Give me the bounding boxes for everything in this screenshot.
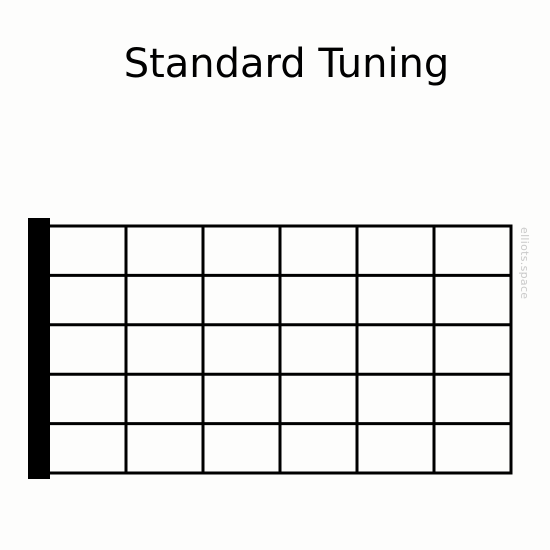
- diagram-title: Standard Tuning: [123, 41, 450, 87]
- nut: [28, 218, 50, 479]
- watermark: elliots.space: [518, 227, 531, 300]
- fretboard-grid: [49, 224, 513, 475]
